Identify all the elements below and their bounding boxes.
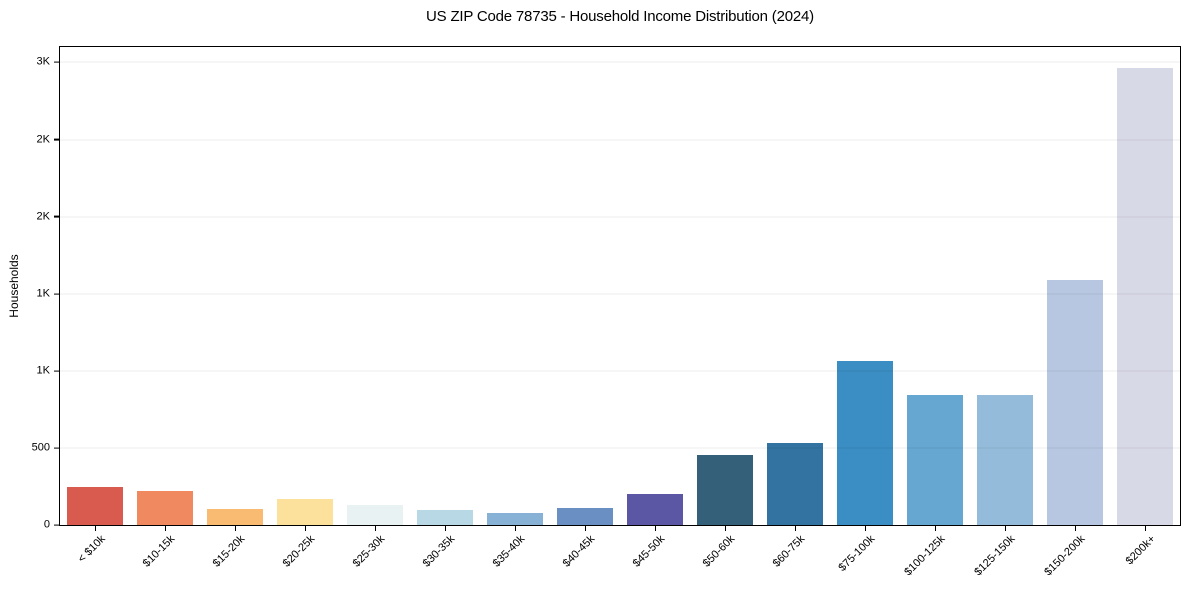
bar-slot: $15-20k [200,47,270,570]
bar-slot: $100-125k [900,47,970,578]
bar [837,361,893,525]
y-tick-label: 2K [36,133,50,146]
y-tick-mark [54,138,59,141]
x-tick-mark [725,526,727,531]
x-tick-mark [445,526,447,531]
y-tick-label: 1K [36,364,50,377]
y-tick-label: 1K [36,287,50,300]
x-tick-label: $35-40k [490,533,528,570]
x-tick-mark [515,526,517,531]
x-tick-label: $15-20k [210,533,248,570]
y-tick-mark [54,524,59,526]
x-tick-mark [165,526,167,531]
bar-slot: $25-30k [340,47,410,570]
x-tick-label: $50-60k [700,533,738,570]
y-tick-label: 2K [36,210,50,223]
y-axis-label: Households [7,254,21,318]
bar [977,394,1033,525]
bar [557,508,613,525]
bar-slot: $20-25k [270,47,340,570]
bar [67,486,123,525]
x-tick-label: $10-15k [140,533,178,570]
bar-slot: $125-150k [970,47,1040,578]
bar-slot: $150-200k [1040,47,1110,578]
bar [207,508,263,525]
plot-area: < $10k $10-15k $15-20k $20-25k $25-30k $30-35… [32,46,1181,578]
x-tick-mark [375,526,377,531]
y-tick-mark [54,447,59,449]
x-tick-mark [1005,526,1007,531]
x-tick-label: $25-30k [350,533,388,570]
bar-slot: $40-45k [550,47,620,570]
bar [1047,279,1103,525]
y-tick-mark [54,216,59,218]
bars: < $10k $10-15k $15-20k $20-25k $25-30k $30-35… [60,47,1180,578]
bar [347,504,403,525]
bar [417,509,473,525]
x-tick-mark [1075,526,1077,531]
y-tick-label: 3K [36,55,50,68]
bar [137,491,193,525]
x-tick-label: $75-100k [836,533,878,574]
x-tick-label: $200k+ [1123,533,1158,568]
bar [697,454,753,525]
bar [487,513,543,525]
bar-slot: $45-50k [620,47,690,570]
x-tick-label: $125-150k [972,533,1018,579]
y-tick-mark [54,370,59,372]
bar-slot: $35-40k [480,47,550,570]
x-tick-mark [795,526,797,531]
bar [907,394,963,525]
y-tick-mark [54,293,59,295]
y-tick-label: 0 [43,518,50,531]
bar [277,499,333,525]
x-tick-mark [935,526,937,531]
bar-slot: $75-100k [830,47,900,574]
chart-title: US ZIP Code 78735 - Household Income Dis… [426,8,814,25]
bar-slot: $50-60k [690,47,760,570]
bar [767,443,823,525]
x-tick-label: < $10k [75,533,108,566]
x-tick-label: $30-35k [420,533,458,570]
x-tick-label: $100-125k [902,533,948,579]
x-tick-label: $40-45k [560,533,598,570]
bar-slot: $60-75k [760,47,830,570]
bar [627,494,683,525]
x-tick-mark [235,526,237,531]
x-tick-mark [655,526,657,531]
y-tick-label: 500 [31,441,50,454]
bar-slot: $30-35k [410,47,480,570]
x-tick-mark [1145,526,1147,531]
x-tick-label: $60-75k [770,533,808,570]
x-tick-mark [95,526,97,531]
x-tick-mark [585,526,587,531]
bar [1117,67,1173,525]
x-tick-label: $45-50k [630,533,668,570]
y-tick-mark [54,61,59,64]
bar-slot: < $10k [60,47,130,565]
x-tick-label: $150-200k [1042,533,1088,579]
x-tick-mark [305,526,307,531]
bar-slot: $10-15k [130,47,200,570]
bar-slot: $200k+ [1110,47,1180,567]
x-tick-label: $20-25k [280,533,318,570]
x-tick-mark [865,526,867,531]
